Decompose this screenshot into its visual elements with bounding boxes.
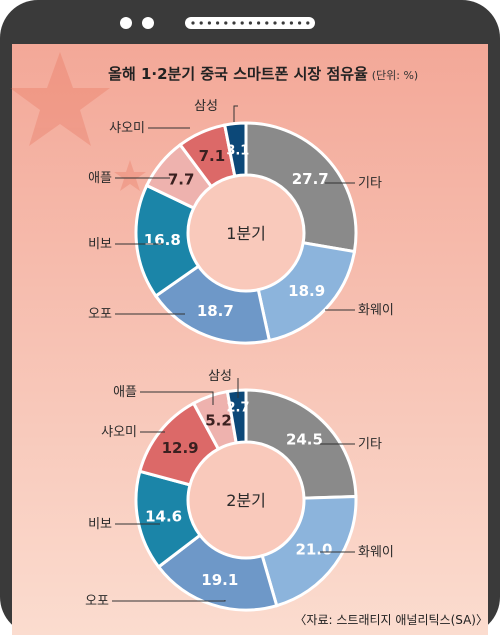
- category-label-q2-xiaomi: 샤오미: [101, 425, 137, 440]
- speaker-dot: [232, 21, 236, 25]
- speaker-dot: [191, 21, 195, 25]
- slice-q2-oppo: [156, 533, 279, 612]
- value-label-q1-oppo: 18.7: [197, 302, 234, 320]
- value-label-q2-apple: 5.2: [205, 412, 232, 430]
- donut-hole-q1: [188, 175, 304, 291]
- speaker-dot: [281, 21, 285, 25]
- speaker-dot: [273, 21, 277, 25]
- value-label-q2-others: 24.5: [286, 431, 323, 449]
- category-label-q1-xiaomi: 샤오미: [109, 121, 145, 136]
- category-label-q2-others: 기타: [358, 437, 382, 452]
- value-label-q2-oppo: 19.1: [201, 571, 238, 589]
- leader-line-q2-apple: [140, 391, 214, 405]
- source-note: 〈자료: 스트래티지 애널리틱스(SA)〉: [294, 613, 488, 627]
- speaker-dot: [224, 21, 228, 25]
- leader-line-q2-oppo: [112, 600, 226, 602]
- speaker-dot: [216, 21, 220, 25]
- slice-q2-samsung: [225, 388, 248, 445]
- speaker-dot: [199, 21, 203, 25]
- category-label-q2-apple: 애플: [113, 385, 137, 400]
- decorative-star-icon: [10, 52, 146, 191]
- leader-line-q1-samsung: [233, 105, 238, 122]
- value-label-q1-huawei: 18.9: [288, 282, 325, 300]
- donut-chart-q2: 24.5 기타 21.0 화웨이 19.1 오포 14.6 비보 12.9 샤오미 5.2 애플 2.7…: [85, 369, 394, 612]
- value-label-q1-others: 27.7: [292, 170, 329, 188]
- value-label-q1-vivo: 16.8: [144, 231, 181, 249]
- category-label-q2-huawei: 화웨이: [358, 545, 394, 560]
- speaker-dot: [289, 21, 293, 25]
- camera-dot-icon: [120, 17, 132, 29]
- value-label-q1-xiaomi: 7.1: [199, 147, 226, 165]
- value-label-q1-apple: 7.7: [168, 171, 195, 189]
- center-label-q1: 1분기: [226, 224, 266, 243]
- category-label-q1-huawei: 화웨이: [358, 303, 394, 318]
- donut-chart-q1: 27.7 기타 18.9 화웨이 18.7 오포 16.8 비보 7.7 애플 7.1 샤오미 3.1 삼…: [88, 99, 394, 345]
- chart-title: 올해 1·2분기 중국 스마트폰 시장 점유율: [108, 65, 368, 83]
- value-label-q2-samsung: 2.7: [227, 400, 250, 415]
- category-label-q1-apple: 애플: [88, 171, 112, 186]
- value-label-q1-samsung: 3.1: [226, 143, 249, 158]
- slice-q1-samsung: [222, 121, 248, 178]
- speaker-dot: [265, 21, 269, 25]
- slice-q1-others: [244, 121, 358, 254]
- speaker-dot: [306, 21, 310, 25]
- value-label-q2-vivo: 14.6: [145, 507, 182, 525]
- category-label-q1-vivo: 비보: [88, 237, 112, 252]
- category-label-q1-samsung: 삼성: [194, 99, 218, 114]
- category-label-q1-others: 기타: [358, 176, 382, 191]
- speaker-dot: [248, 21, 252, 25]
- donut-hole-q2: [188, 442, 304, 558]
- unit-label: (단위: %): [372, 69, 418, 82]
- category-label-q2-samsung: 삼성: [208, 369, 232, 384]
- center-label-q2: 2분기: [226, 491, 266, 510]
- speaker-grille-icon: [185, 17, 315, 29]
- slice-q2-others: [244, 388, 358, 500]
- value-label-q2-xiaomi: 12.9: [162, 439, 199, 457]
- category-label-q2-oppo: 오포: [85, 594, 109, 609]
- value-label-q2-huawei: 21.0: [295, 540, 332, 558]
- speaker-dot: [207, 21, 211, 25]
- speaker-dot: [298, 21, 302, 25]
- sensor-dot-icon: [142, 17, 154, 29]
- category-label-q1-oppo: 오포: [88, 307, 112, 322]
- speaker-dot: [240, 21, 244, 25]
- category-label-q2-vivo: 비보: [88, 517, 112, 532]
- speaker-dot: [257, 21, 261, 25]
